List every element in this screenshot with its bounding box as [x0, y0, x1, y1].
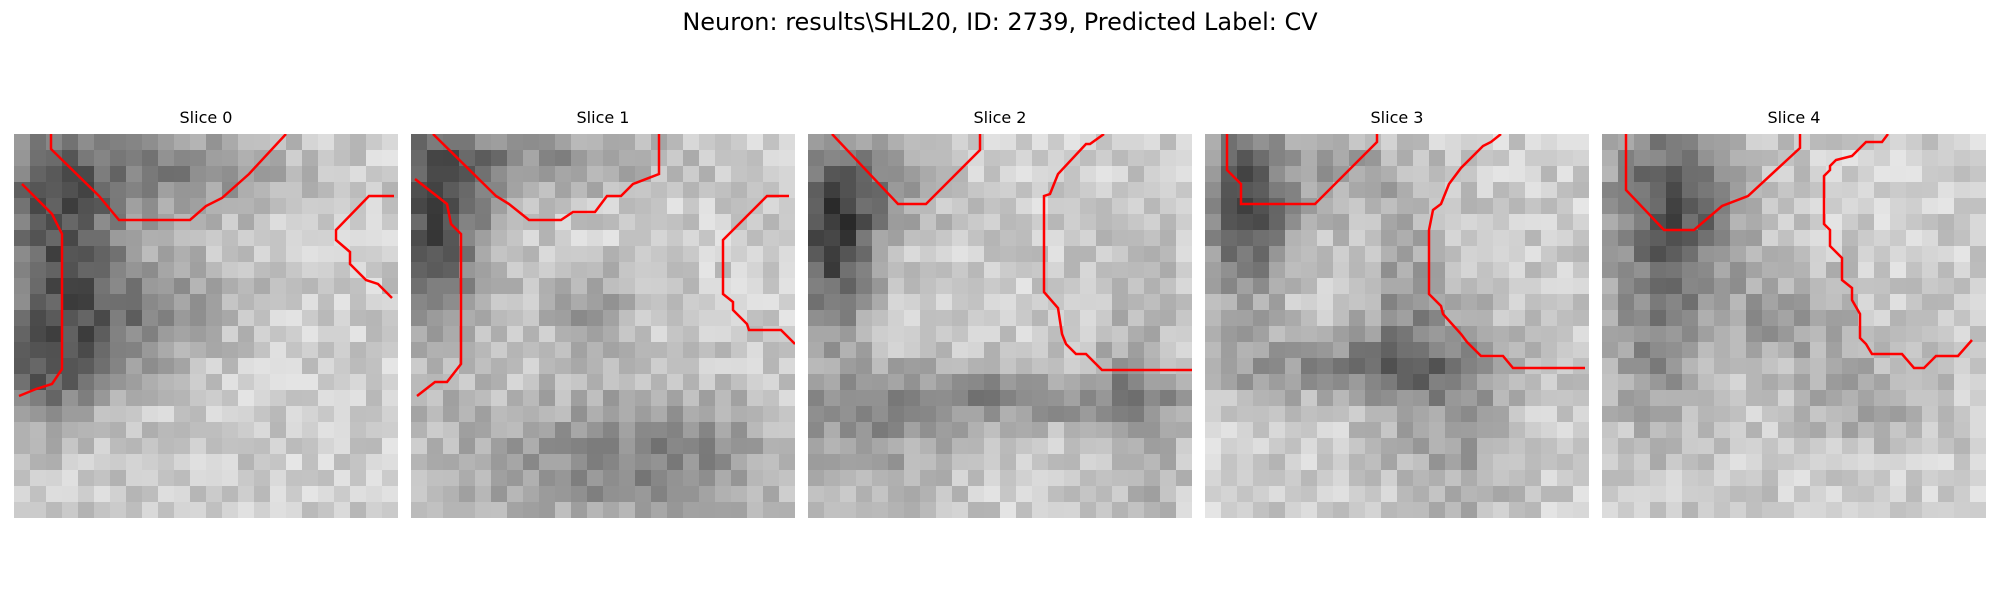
- slice-image-1: [411, 134, 795, 518]
- slice-image-3: [1205, 134, 1589, 518]
- panel-title-0: Slice 0: [179, 108, 233, 127]
- contour-line: [1624, 134, 1802, 232]
- contour-line: [432, 134, 661, 222]
- panel-title-1: Slice 1: [576, 108, 630, 127]
- slice-image-2: [808, 134, 1192, 518]
- contour-line: [18, 183, 64, 398]
- contour-line: [721, 194, 795, 345]
- figure-title: Neuron: results\SHL20, ID: 2739, Predict…: [682, 8, 1318, 36]
- panel-title-2: Slice 2: [973, 108, 1027, 127]
- contour-line: [1822, 134, 1973, 370]
- contour-line: [831, 134, 982, 206]
- contour-line: [1427, 134, 1585, 370]
- slice-image-4: [1602, 134, 1986, 518]
- contour-line: [49, 134, 287, 222]
- contour-line: [414, 178, 463, 397]
- panel-title-3: Slice 3: [1370, 108, 1424, 127]
- contour-line: [1042, 134, 1192, 372]
- panel-title-4: Slice 4: [1767, 108, 1821, 127]
- contour-line: [334, 194, 394, 299]
- contour-line: [1225, 134, 1379, 206]
- slice-image-0: [14, 134, 398, 518]
